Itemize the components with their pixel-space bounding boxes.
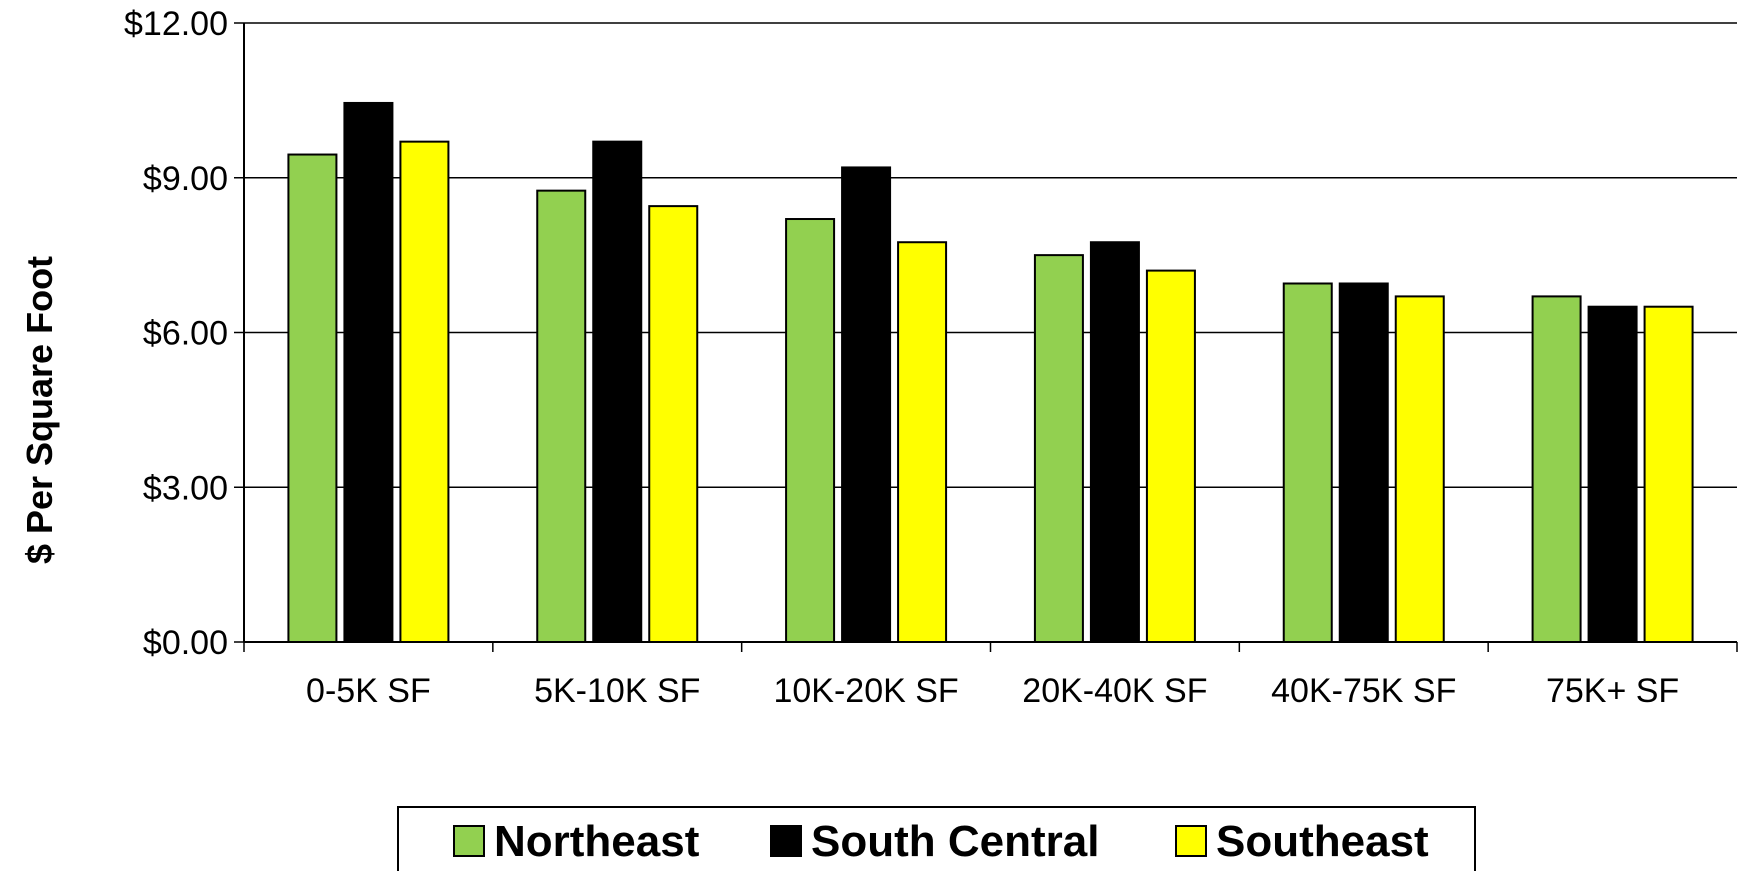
legend: Northeast South Central Southeast xyxy=(397,806,1476,871)
bar xyxy=(1089,241,1140,644)
bar xyxy=(343,101,394,644)
y-tick-labels: $0.00 $3.00 $6.00 $9.00 $12.00 xyxy=(124,5,228,662)
bar xyxy=(841,166,892,644)
x-tick-label: 0-5K SF xyxy=(306,672,431,710)
bar xyxy=(1643,305,1694,643)
bar xyxy=(1033,254,1084,643)
legend-label: Southeast xyxy=(1216,817,1429,866)
bar xyxy=(1394,295,1445,643)
y-axis-title: $ Per Square Foot xyxy=(19,256,60,564)
y-tick-label: $6.00 xyxy=(143,315,228,353)
x-tick-label: 75K+ SF xyxy=(1546,672,1679,710)
x-tick-labels: 0-5K SF 5K-10K SF 10K-20K SF 20K-40K SF 40K-… xyxy=(306,672,1679,710)
bar xyxy=(1587,305,1638,643)
bar xyxy=(1338,282,1389,643)
legend-swatch xyxy=(1175,825,1207,857)
legend-swatch xyxy=(770,825,802,857)
x-tick-label: 10K-20K SF xyxy=(773,672,958,710)
bar xyxy=(1282,282,1333,643)
bar xyxy=(592,140,643,643)
bar xyxy=(648,205,699,644)
y-tick-label: $9.00 xyxy=(143,160,228,198)
axes xyxy=(243,23,1738,652)
x-tick-label: 5K-10K SF xyxy=(534,672,700,710)
bar xyxy=(399,140,450,643)
y-tick-label: $12.00 xyxy=(124,5,228,43)
bar xyxy=(1531,295,1582,643)
gridlines xyxy=(234,22,1737,643)
bars xyxy=(287,101,1694,644)
x-tick-label: 40K-75K SF xyxy=(1271,672,1456,710)
bar xyxy=(536,189,587,643)
bar xyxy=(785,218,836,643)
legend-swatch xyxy=(453,825,485,857)
bar xyxy=(287,153,338,643)
x-tick-label: 20K-40K SF xyxy=(1022,672,1207,710)
legend-label: Northeast xyxy=(494,817,700,866)
y-tick-label: $0.00 xyxy=(143,624,228,662)
bar xyxy=(1145,269,1196,643)
legend-label: South Central xyxy=(811,817,1099,866)
bar xyxy=(897,241,948,644)
y-tick-label: $3.00 xyxy=(143,469,228,507)
legend-box xyxy=(397,806,1476,871)
